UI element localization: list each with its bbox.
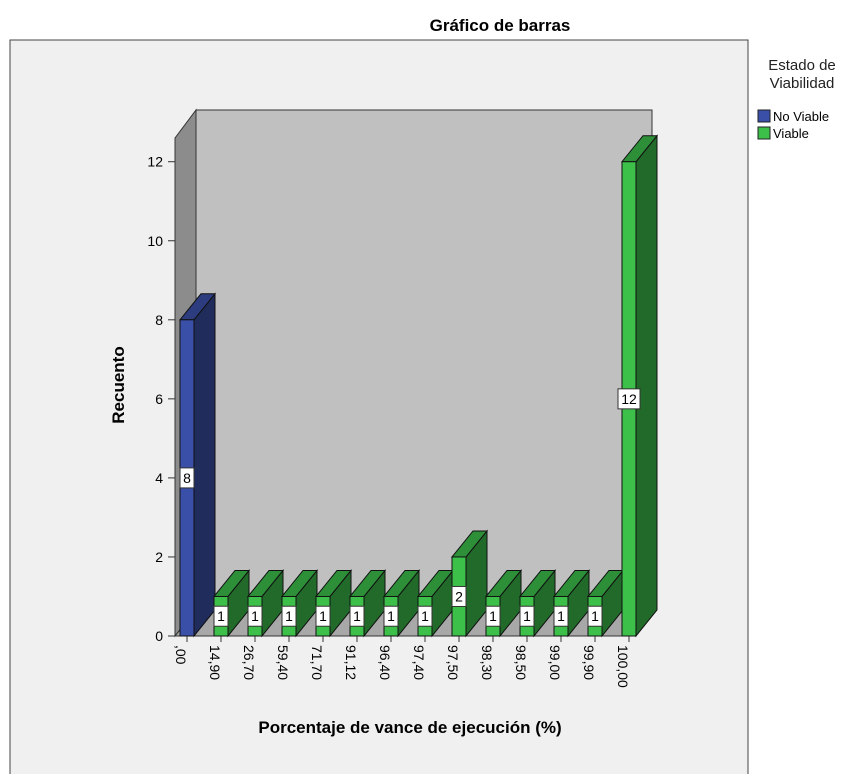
data-label-box <box>451 585 467 607</box>
bar-side <box>193 292 216 638</box>
legend-swatch <box>757 109 771 123</box>
data-label-box <box>485 605 501 627</box>
x-tick-label: 98,50 <box>513 645 529 680</box>
data-label: 1 <box>489 608 497 624</box>
x-tick-label: 97,40 <box>411 645 427 680</box>
y-tick-label: 4 <box>155 470 163 486</box>
data-label: 8 <box>183 470 191 486</box>
x-tick-label: 98,30 <box>479 645 495 680</box>
legend-label: No Viable <box>773 109 829 124</box>
data-label-box <box>519 605 535 627</box>
x-tick-label: 91,12 <box>343 645 359 680</box>
data-label-box <box>383 605 399 627</box>
data-label: 1 <box>387 608 395 624</box>
y-tick-label: 0 <box>155 628 163 644</box>
legend-label: Viable <box>773 126 809 141</box>
data-label-box <box>553 605 569 627</box>
x-tick-label: 26,70 <box>241 645 257 680</box>
data-label: 2 <box>455 588 463 604</box>
y-tick-label: 2 <box>155 549 163 565</box>
x-tick-label: 59,40 <box>275 645 291 680</box>
data-label-box <box>417 605 433 627</box>
x-tick-label: 100,00 <box>615 645 631 688</box>
data-label: 1 <box>421 608 429 624</box>
x-tick-label: 99,00 <box>547 645 563 680</box>
x-tick-label: ,00 <box>173 645 189 665</box>
data-label-box <box>587 605 603 627</box>
data-label-box <box>213 605 229 627</box>
bar-side <box>635 134 658 638</box>
y-tick-label: 8 <box>155 312 163 328</box>
data-label-box <box>179 467 195 489</box>
x-tick-label: 71,70 <box>309 645 325 680</box>
y-tick-label: 12 <box>147 154 163 170</box>
legend-swatch <box>757 126 771 140</box>
data-label: 1 <box>591 608 599 624</box>
y-tick-label: 6 <box>155 391 163 407</box>
data-label: 1 <box>251 608 259 624</box>
bar <box>620 134 659 638</box>
data-label-box <box>349 605 365 627</box>
data-label: 12 <box>621 391 637 407</box>
data-label-box <box>247 605 263 627</box>
data-label: 1 <box>557 608 565 624</box>
x-axis-label: Porcentaje de vance de ejecución (%) <box>258 718 561 737</box>
data-label: 1 <box>319 608 327 624</box>
data-label: 1 <box>285 608 293 624</box>
y-axis-label: Recuento <box>109 346 128 423</box>
x-tick-label: 99,90 <box>581 645 597 680</box>
data-label-box <box>315 605 331 627</box>
legend-title: Estado de Viabilidad <box>768 57 836 92</box>
data-label: 1 <box>353 608 361 624</box>
x-tick-label: 96,40 <box>377 645 393 680</box>
bar <box>178 292 217 638</box>
data-label: 1 <box>523 608 531 624</box>
data-label: 1 <box>217 608 225 624</box>
x-tick-label: 97,50 <box>445 645 461 680</box>
back-wall <box>195 109 653 611</box>
x-tick-label: 14,90 <box>207 645 223 680</box>
y-tick-label: 10 <box>147 233 163 249</box>
data-label-box <box>281 605 297 627</box>
chart-title: Gráfico de barras <box>430 16 571 35</box>
data-label-box <box>617 388 641 410</box>
